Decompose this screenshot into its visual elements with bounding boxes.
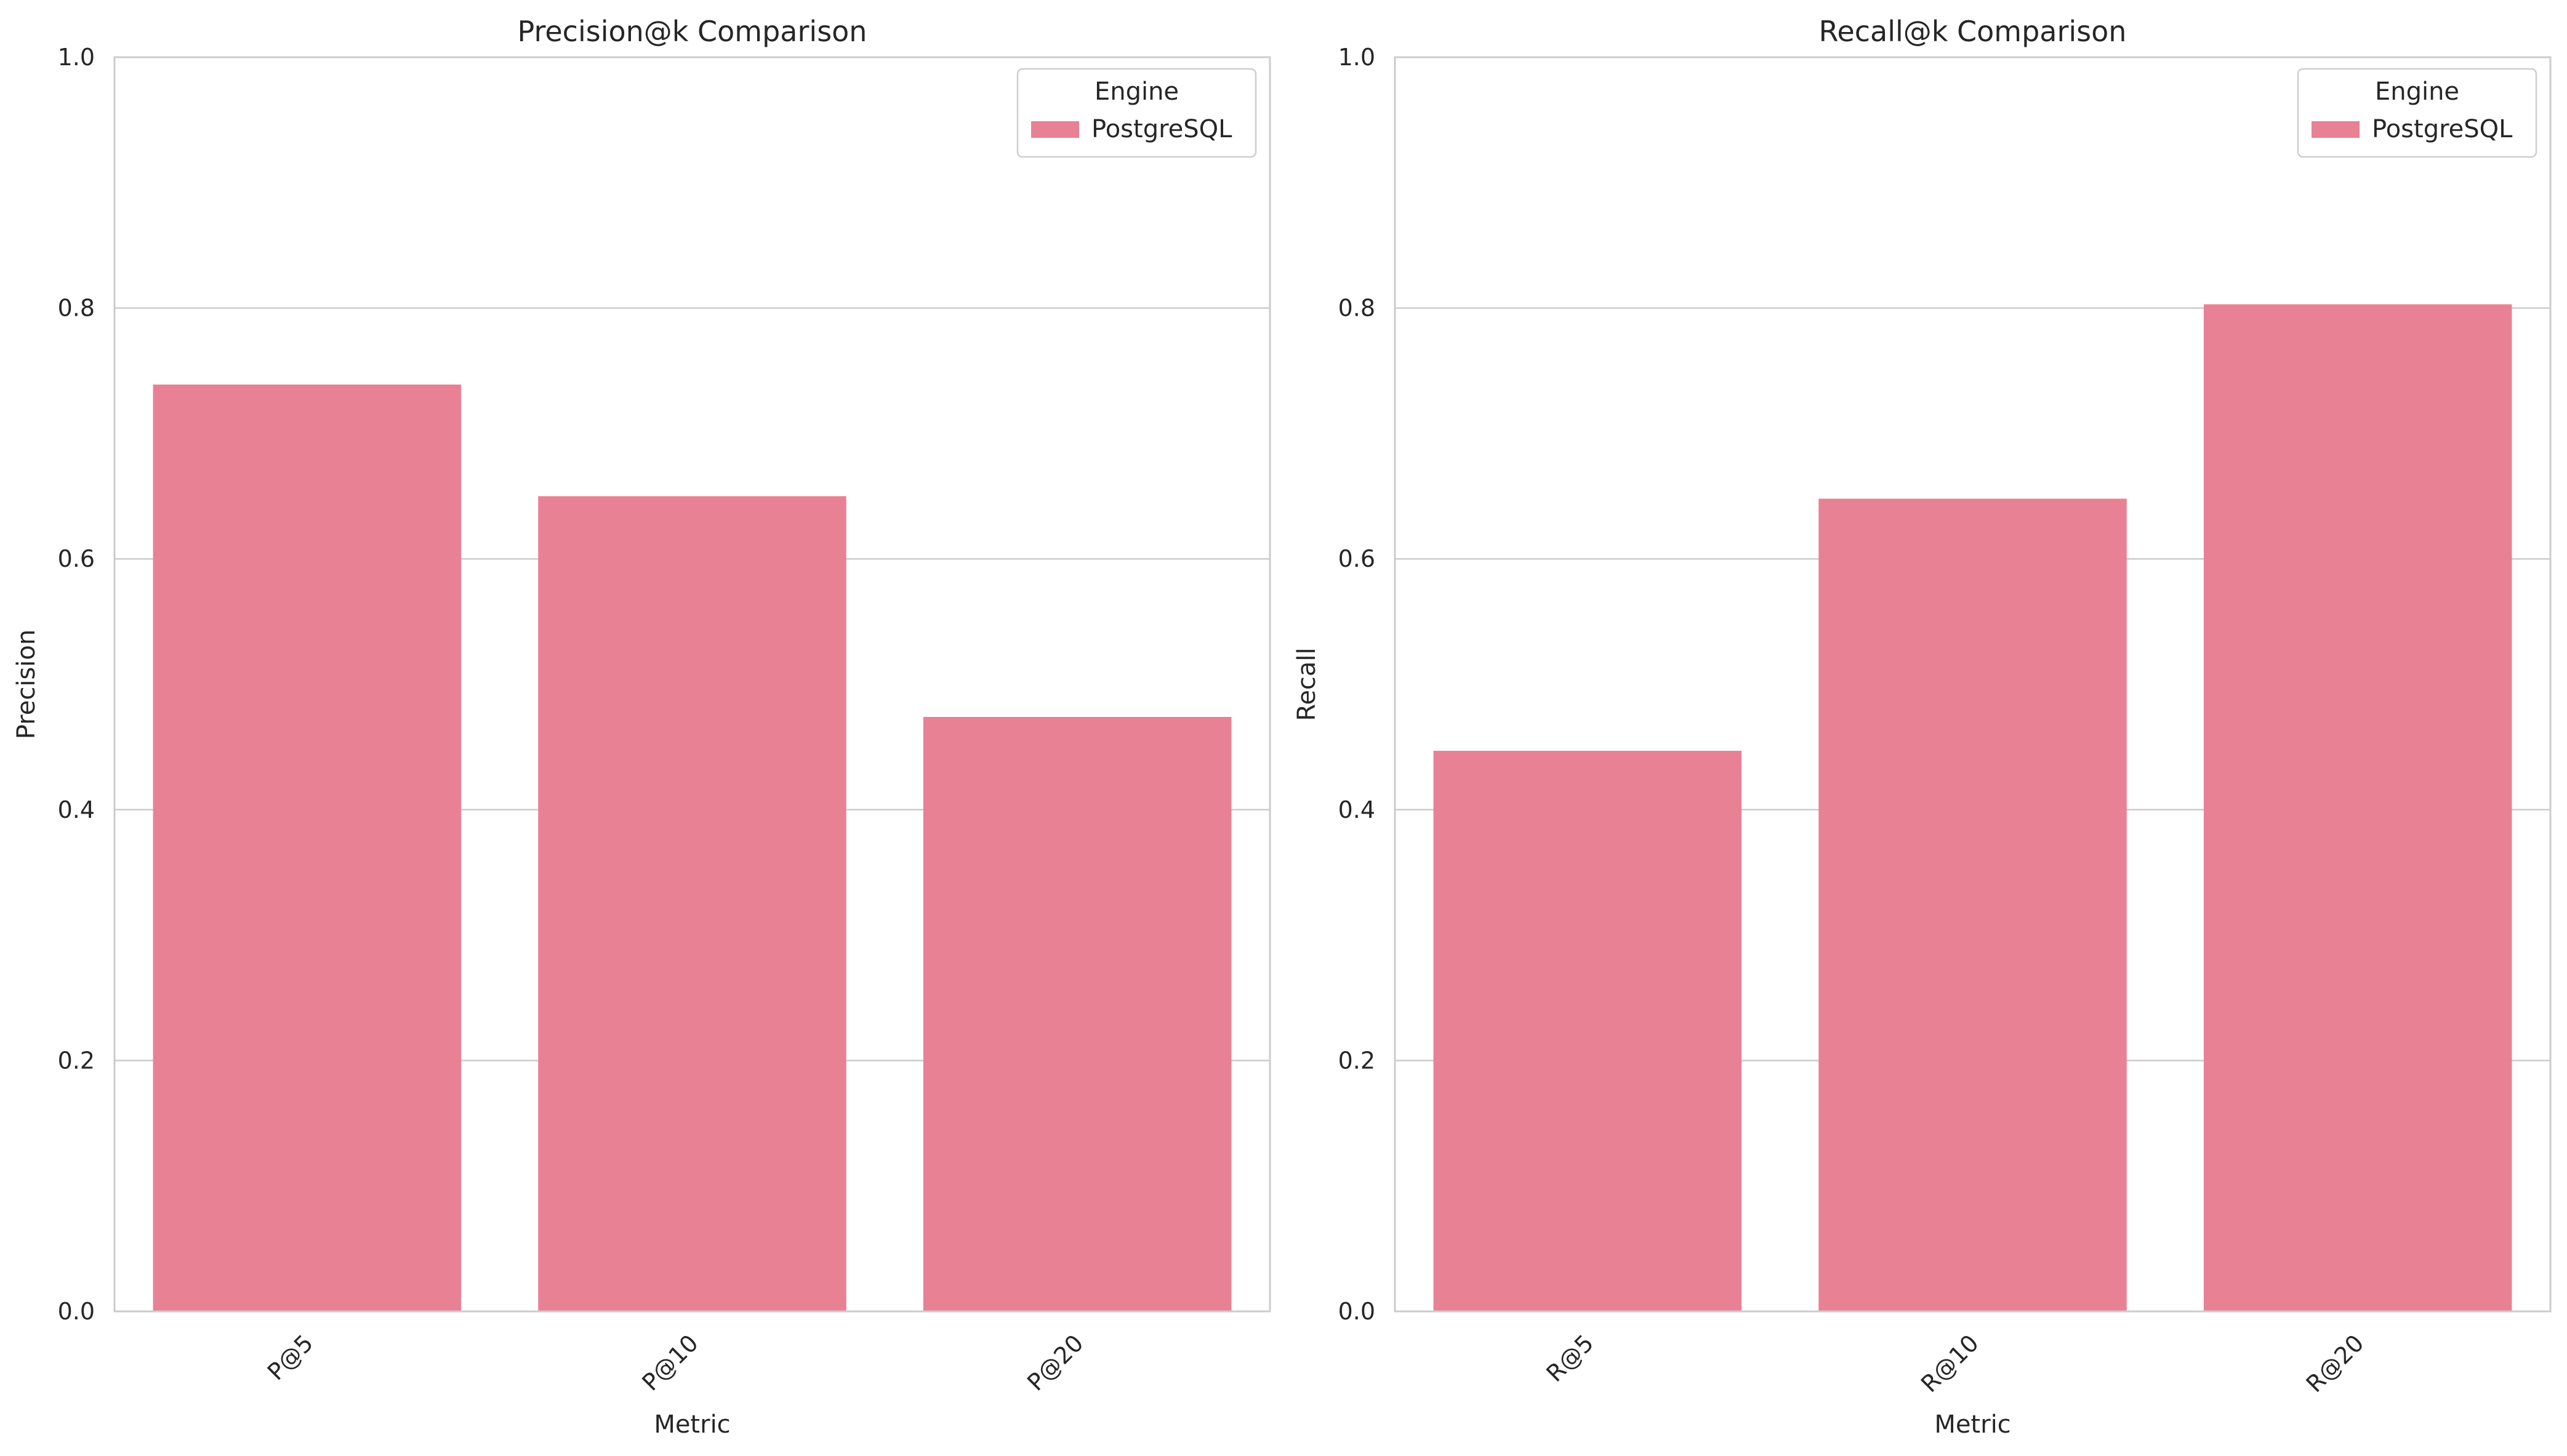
recall-y-tick-label: 0.6 (1338, 545, 1375, 572)
precision-y-tick-label: 0.2 (58, 1047, 95, 1074)
recall-legend-entry: PostgreSQL (2372, 115, 2513, 143)
precision-x-tick-label: P@5 (262, 1329, 318, 1385)
recall-bar-r-at-5 (1433, 751, 1742, 1311)
precision-bar-p-at-10 (538, 496, 846, 1311)
precision-y-tick-label: 0.0 (58, 1298, 95, 1325)
recall-legend-title: Engine (2375, 78, 2459, 106)
precision-x-tick-label: P@20 (1022, 1329, 1088, 1396)
recall-x-tick-label: R@20 (2301, 1329, 2369, 1398)
recall-y-tick-label: 0.2 (1338, 1047, 1375, 1074)
precision-legend-entry: PostgreSQL (1091, 115, 1232, 143)
precision-x-axis-label: Metric (654, 1410, 730, 1439)
precision-y-tick-label: 1.0 (58, 44, 95, 71)
precision-legend-title: Engine (1095, 78, 1179, 106)
precision-chart-title: Precision@k Comparison (518, 15, 867, 48)
recall-y-tick-label: 1.0 (1338, 44, 1375, 71)
recall-axes-frame (1394, 56, 2552, 1313)
recall-chart: 0.0 0.2 0.4 0.6 0.8 1.0 R@5 R@10 R@20 Recall@k Co… (1293, 15, 2552, 1439)
recall-y-tick-label: 0.0 (1338, 1298, 1375, 1325)
precision-chart: 0.0 0.2 0.4 0.6 0.8 1.0 P@5 P@10 P@20 Precision@k… (12, 15, 1271, 1439)
precision-x-tick-label: P@10 (637, 1329, 703, 1396)
precision-y-tick-label: 0.8 (58, 295, 95, 322)
recall-chart-title: Recall@k Comparison (1819, 15, 2127, 48)
precision-axes-frame (113, 56, 1271, 1313)
precision-y-axis-label: Precision (12, 630, 41, 739)
recall-bar-r-at-20 (2203, 304, 2512, 1312)
recall-x-axis-label: Metric (1934, 1410, 2011, 1439)
recall-bar-r-at-10 (1818, 498, 2127, 1311)
precision-y-tick-label: 0.4 (58, 796, 95, 823)
recall-x-tick-label: R@10 (1916, 1329, 1984, 1398)
recall-y-tick-label: 0.8 (1338, 295, 1375, 322)
precision-bar-p-at-5 (153, 384, 462, 1312)
recall-legend-swatch (2312, 121, 2360, 138)
recall-y-tick-label: 0.4 (1338, 796, 1375, 823)
precision-legend-swatch (1031, 121, 1079, 138)
precision-y-tick-label: 0.6 (58, 545, 95, 572)
precision-bar-p-at-20 (923, 716, 1232, 1311)
recall-x-tick-label: R@5 (1541, 1329, 1599, 1387)
recall-y-axis-label: Recall (1293, 647, 1321, 721)
